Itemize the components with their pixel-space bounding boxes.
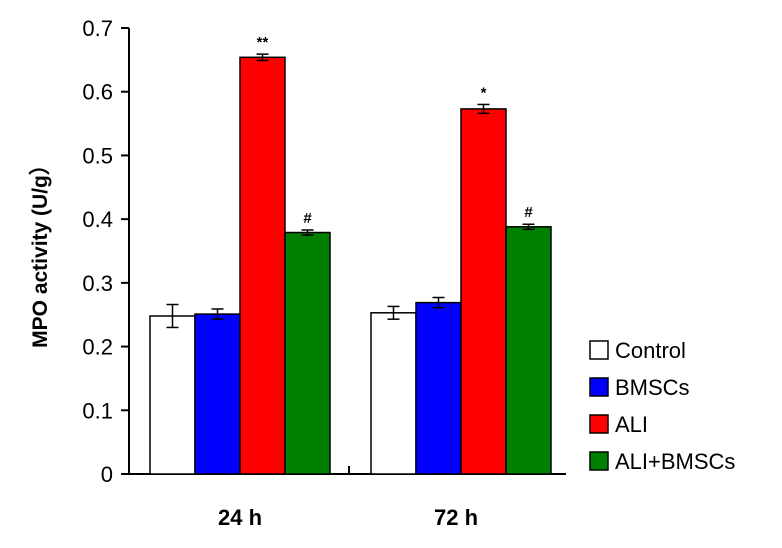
x-axis: 24 h 72 h bbox=[129, 466, 566, 530]
y-tick-label-4: 0.4 bbox=[82, 207, 113, 232]
y-axis: 0 0.1 0.2 0.3 0.4 0.5 0.6 0.7 bbox=[82, 16, 130, 487]
bar-1-1 bbox=[415, 301, 462, 475]
legend-swatch-2 bbox=[589, 414, 609, 434]
bar-1-0 bbox=[194, 313, 241, 475]
y-tick-label-6: 0.6 bbox=[82, 80, 113, 105]
legend: Control BMSCs ALI ALI+BMSCs bbox=[589, 338, 735, 474]
annotation-2-1: * bbox=[481, 84, 487, 101]
annotation-3-1: # bbox=[524, 204, 533, 221]
legend-label-0: Control bbox=[615, 338, 686, 363]
legend-label-3: ALI+BMSCs bbox=[615, 449, 735, 474]
y-ticks: 0 0.1 0.2 0.3 0.4 0.5 0.6 0.7 bbox=[82, 16, 129, 487]
legend-swatch-3 bbox=[589, 451, 609, 471]
legend-swatch-1 bbox=[589, 377, 609, 397]
legend-swatch-0 bbox=[589, 340, 609, 360]
y-tick-label-1: 0.1 bbox=[82, 398, 113, 423]
bar-0-1 bbox=[370, 312, 417, 475]
annotation-3-0: # bbox=[303, 210, 312, 227]
x-tick-label-72h: 72 h bbox=[434, 505, 478, 530]
bar-0-0 bbox=[149, 315, 196, 475]
bar-2-1 bbox=[460, 108, 507, 475]
y-tick-label-0: 0 bbox=[101, 462, 113, 487]
legend-label-1: BMSCs bbox=[615, 375, 690, 400]
bar-3-0 bbox=[284, 231, 331, 475]
y-tick-label-5: 0.5 bbox=[82, 143, 113, 168]
y-tick-label-7: 0.7 bbox=[82, 16, 113, 41]
bar-2-0 bbox=[239, 56, 286, 475]
y-tick-label-3: 0.3 bbox=[82, 271, 113, 296]
y-tick-label-2: 0.2 bbox=[82, 335, 113, 360]
y-axis-label: MPO activity (U/g） bbox=[28, 154, 52, 348]
legend-label-2: ALI bbox=[615, 412, 648, 437]
x-tick-label-24h: 24 h bbox=[218, 505, 262, 530]
bars: ** # * # bbox=[149, 34, 552, 475]
annotation-2-0: ** bbox=[257, 34, 269, 51]
bar-3-1 bbox=[505, 226, 552, 475]
